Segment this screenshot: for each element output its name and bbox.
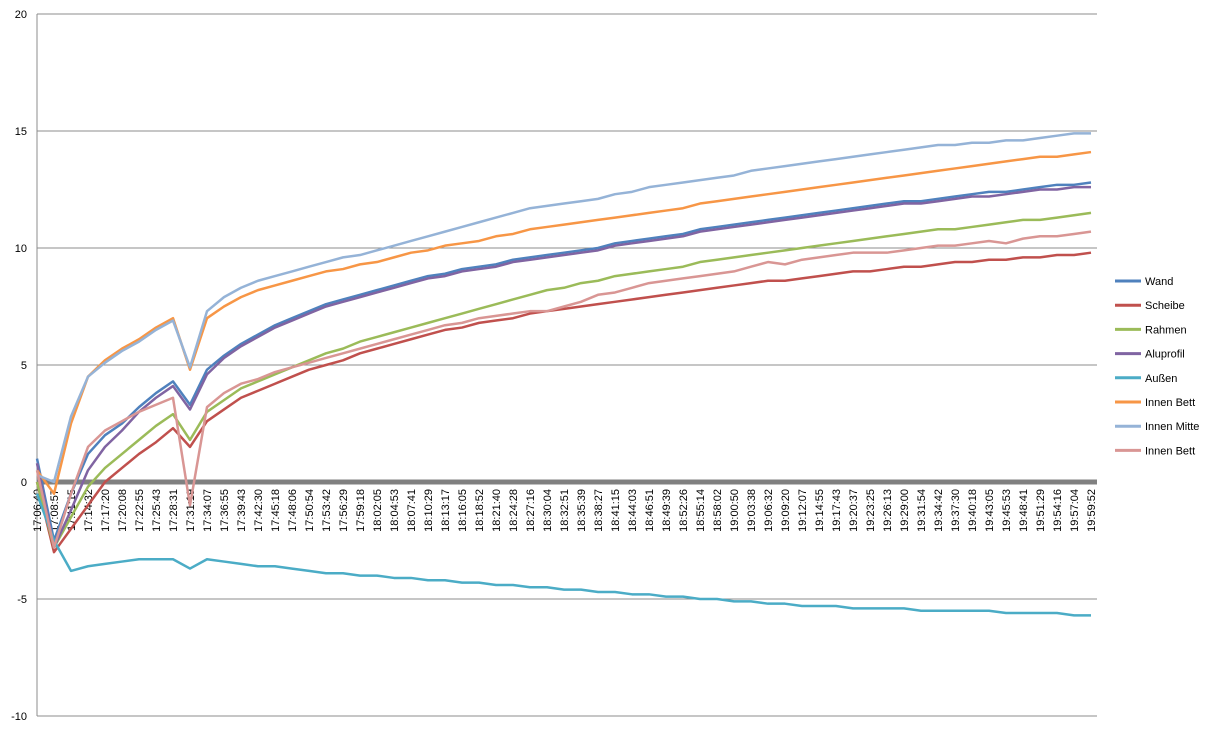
x-tick-label: 18:04:53: [389, 489, 401, 532]
legend-label: Innen Bett: [1145, 445, 1195, 457]
x-tick-label: 19:40:18: [967, 489, 979, 532]
y-tick-label: 5: [21, 360, 27, 372]
x-tick-label: 19:12:07: [797, 489, 809, 532]
x-tick-label: 18:35:39: [576, 489, 588, 532]
legend-label: Rahmen: [1145, 324, 1187, 336]
x-tick-label: 18:55:14: [695, 489, 707, 532]
x-tick-label: 19:57:04: [1069, 489, 1081, 532]
x-tick-label: 17:56:29: [338, 489, 350, 532]
x-tick-label: 19:14:55: [814, 489, 826, 532]
x-tick-label: 19:03:38: [746, 489, 758, 532]
series-line: [35, 493, 1091, 617]
legend-label: Innen Mitte: [1145, 421, 1199, 433]
series-line: [35, 150, 1092, 495]
y-tick-label: 15: [15, 126, 27, 138]
x-tick-label: 19:54:16: [1052, 489, 1064, 532]
x-tick-label: 18:44:03: [627, 489, 639, 532]
x-tick-label: 17:25:43: [151, 489, 163, 532]
legend-label: Innen Bett: [1145, 397, 1195, 409]
series-line: [35, 251, 1092, 554]
x-tick-label: 17:45:18: [270, 489, 282, 532]
x-tick-label: 18:32:51: [559, 489, 571, 532]
x-tick-label: 17:53:42: [321, 489, 333, 532]
y-tick-label: 10: [15, 243, 27, 255]
x-tick-label: 18:02:05: [372, 489, 384, 532]
x-tick-label: 18:24:28: [508, 489, 520, 532]
x-tick-label: 18:18:52: [474, 489, 486, 532]
x-tick-label: 19:26:13: [882, 489, 894, 532]
legend-label: Wand: [1145, 276, 1173, 288]
series-line: [36, 132, 1091, 484]
x-tick-label: 19:45:53: [1001, 489, 1013, 532]
y-tick-label: -5: [17, 594, 27, 606]
x-tick-label: 18:13:17: [440, 489, 452, 532]
x-tick-label: 19:23:25: [865, 489, 877, 532]
x-tick-label: 19:09:20: [780, 489, 792, 532]
x-tick-label: 17:39:43: [236, 489, 248, 532]
x-tick-label: 18:30:04: [542, 489, 554, 532]
legend-label: Aluprofil: [1145, 349, 1185, 361]
x-tick-label: 18:07:41: [406, 489, 418, 532]
x-tick-label: 18:49:39: [661, 489, 673, 532]
x-tick-label: 18:52:26: [678, 489, 690, 532]
x-tick-label: 17:50:54: [304, 489, 316, 532]
x-tick-label: 18:41:15: [610, 489, 622, 532]
x-tick-label: 17:20:08: [117, 489, 129, 532]
x-tick-label: 19:34:42: [933, 489, 945, 532]
legend-label: Außen: [1145, 373, 1177, 385]
x-tick-label: 19:20:37: [848, 489, 860, 532]
x-tick-label: 19:59:52: [1086, 489, 1098, 532]
x-tick-label: 18:10:29: [423, 489, 435, 532]
series-line: [35, 211, 1092, 549]
x-tick-label: 17:28:31: [168, 489, 180, 532]
y-tick-label: 20: [15, 9, 27, 21]
x-tick-label: 18:16:05: [457, 489, 469, 532]
y-tick-label: -10: [11, 711, 27, 723]
x-tick-label: 17:48:06: [287, 489, 299, 532]
x-tick-label: 19:17:43: [831, 489, 843, 532]
x-tick-label: 17:42:30: [253, 489, 265, 532]
x-tick-label: 19:43:05: [984, 489, 996, 532]
x-tick-label: 17:34:07: [202, 489, 214, 532]
legend-label: Scheibe: [1145, 300, 1185, 312]
series-line: [35, 230, 1092, 549]
x-tick-label: 19:31:54: [916, 489, 928, 532]
x-tick-label: 19:00:50: [729, 489, 741, 532]
x-tick-label: 19:48:41: [1018, 489, 1030, 532]
x-tick-label: 19:06:32: [763, 489, 775, 532]
x-tick-label: 17:59:18: [355, 489, 367, 532]
x-tick-label: 17:22:55: [134, 489, 146, 532]
x-tick-label: 17:36:55: [219, 489, 231, 532]
x-tick-label: 19:29:00: [899, 489, 911, 532]
x-tick-label: 17:08:57: [49, 489, 61, 532]
x-tick-label: 19:37:30: [950, 489, 962, 532]
x-tick-label: 18:58:02: [712, 489, 724, 532]
y-tick-label: 0: [21, 477, 27, 489]
x-tick-label: 18:38:27: [593, 489, 605, 532]
series-line: [35, 181, 1092, 542]
x-tick-label: 17:17:20: [100, 489, 112, 532]
series-line: [35, 185, 1091, 549]
x-tick-label: 18:21:40: [491, 489, 503, 532]
x-tick-label: 18:46:51: [644, 489, 656, 532]
x-tick-label: 18:27:16: [525, 489, 537, 532]
x-tick-label: 19:51:29: [1035, 489, 1047, 532]
